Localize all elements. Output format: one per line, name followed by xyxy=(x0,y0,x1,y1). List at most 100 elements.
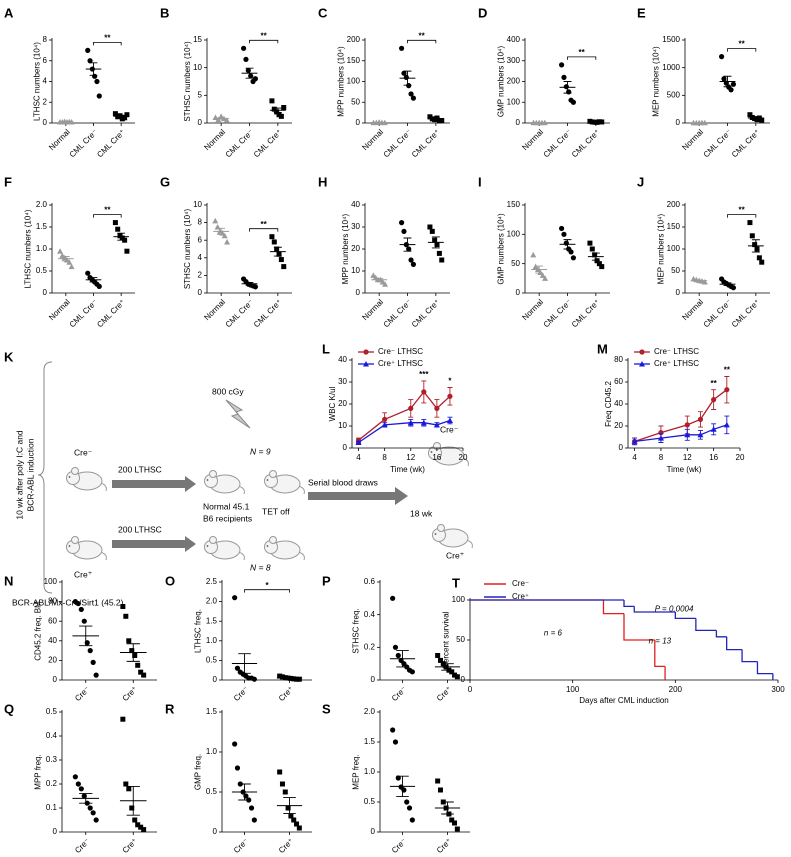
sem-bar xyxy=(61,256,70,262)
x-tick-label: 12 xyxy=(406,453,415,462)
data-point xyxy=(542,275,549,281)
y-tick-label: 0 xyxy=(213,827,218,836)
sem-bar xyxy=(375,278,384,282)
data-point xyxy=(454,826,460,832)
data-point xyxy=(697,431,704,438)
y-tick-label: 0 xyxy=(371,675,376,684)
panel-letter: P xyxy=(322,573,331,588)
data-point xyxy=(439,257,445,263)
y-tick-label: 2 xyxy=(198,271,203,280)
data-point xyxy=(129,805,135,811)
data-point xyxy=(78,786,84,792)
y-tick-label: 50 xyxy=(456,635,465,644)
y-tick-label: 0 xyxy=(461,675,466,684)
y-tick-label: 100 xyxy=(507,229,521,238)
y-tick-label: 1.0 xyxy=(206,747,218,756)
y-tick-label: 50 xyxy=(671,266,680,275)
data-point xyxy=(294,676,300,682)
data-point xyxy=(701,279,708,285)
y-axis-label: CD45.2 freq. BM xyxy=(33,601,42,661)
y-tick-label: 0 xyxy=(43,288,48,297)
outcome-label: Cre⁺ xyxy=(446,550,464,560)
series-line xyxy=(358,390,451,441)
sem-bar xyxy=(431,117,440,121)
y-tick-label: 6 xyxy=(43,56,48,65)
sem-bar xyxy=(89,277,98,283)
data-point xyxy=(429,228,435,234)
data-point xyxy=(141,672,147,678)
y-tick-label: 2.0 xyxy=(364,707,376,716)
legend-marker xyxy=(639,349,645,355)
data-point xyxy=(129,648,135,654)
y-tick-label: 80 xyxy=(48,597,57,606)
data-point xyxy=(437,787,443,793)
category-label: CML Cre⁻ xyxy=(702,128,734,160)
y-tick-label: 2 xyxy=(43,97,48,106)
data-point xyxy=(558,62,565,68)
legend-label: Cre⁺ LTHSC xyxy=(378,359,423,368)
y-tick-label: 0.2 xyxy=(364,642,376,651)
y-axis-label: LTHSC numbers (10⁴) xyxy=(23,209,32,288)
data-point xyxy=(277,673,283,679)
data-point xyxy=(433,421,440,428)
category-label: Normal xyxy=(202,127,227,152)
category-label: CML Cre⁻ xyxy=(224,128,256,160)
data-point xyxy=(561,231,567,237)
category-label: Cre⁻ xyxy=(232,685,250,703)
data-point xyxy=(271,239,277,245)
category-label: CML Cre⁻ xyxy=(68,298,100,330)
data-point xyxy=(92,73,98,79)
data-point xyxy=(599,264,605,270)
sem-bar xyxy=(126,785,140,816)
panel-letter: E xyxy=(637,5,646,20)
y-tick-label: 10 xyxy=(351,266,360,275)
data-point xyxy=(124,248,130,254)
data-point xyxy=(454,674,460,680)
data-point xyxy=(85,47,91,53)
data-point xyxy=(252,284,259,290)
data-point xyxy=(563,240,569,246)
data-point xyxy=(437,657,443,663)
category-label: CML Cre⁺ xyxy=(730,298,762,330)
data-point xyxy=(78,606,84,613)
panel-letter: F xyxy=(4,174,12,189)
data-point xyxy=(90,659,96,665)
y-tick-label: 1.5 xyxy=(206,616,218,625)
significance-bracket xyxy=(93,214,122,218)
data-point xyxy=(212,217,219,224)
y-tick-label: 2.5 xyxy=(206,577,218,586)
data-point xyxy=(427,224,433,230)
sem-bar xyxy=(245,281,254,286)
data-point xyxy=(122,115,128,121)
transfer-label: 200 LTHSC xyxy=(118,524,162,534)
x-axis-label: Time (wk) xyxy=(667,465,702,474)
y-tick-label: 200 xyxy=(347,35,361,44)
data-point xyxy=(570,99,577,105)
data-point xyxy=(568,249,574,255)
data-point xyxy=(392,739,399,745)
y-tick-label: 40 xyxy=(48,636,57,645)
y-tick-label: 60 xyxy=(614,377,623,386)
data-point xyxy=(269,98,275,104)
category-label: CML Cre⁻ xyxy=(542,128,574,160)
data-point xyxy=(96,283,102,289)
y-tick-label: 0.5 xyxy=(46,707,58,716)
sem-bar xyxy=(273,107,282,113)
survival-step xyxy=(674,612,696,620)
data-point xyxy=(718,54,725,60)
data-point xyxy=(449,817,455,823)
y-tick-label: 0.5 xyxy=(364,797,376,806)
y-tick-label: 100 xyxy=(44,577,58,586)
data-point xyxy=(684,422,690,428)
data-point xyxy=(711,397,717,403)
data-point xyxy=(452,672,458,678)
y-tick-label: 400 xyxy=(507,35,521,44)
y-tick-label: 0 xyxy=(676,288,681,297)
y-tick-label: 150 xyxy=(347,56,361,65)
data-point xyxy=(248,805,255,811)
panel-letter: R xyxy=(165,701,175,716)
y-axis-label: STHSC numbers (10⁴) xyxy=(183,208,192,289)
data-point xyxy=(404,799,410,805)
y-axis-label: MEP numbers (10⁴) xyxy=(652,46,661,117)
data-point xyxy=(390,595,396,601)
